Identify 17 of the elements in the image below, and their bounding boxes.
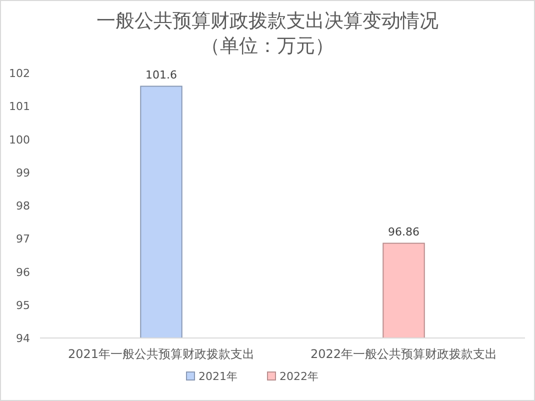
data-label: 96.86 — [388, 225, 420, 238]
x-tick-label: 2022年一般公共预算财政拨款支出 — [310, 347, 498, 361]
y-tick-label: 97 — [16, 232, 30, 246]
y-tick-label: 102 — [9, 67, 30, 80]
y-tick-label: 94 — [16, 332, 30, 345]
y-tick-label: 101 — [9, 100, 30, 114]
chart-title: 一般公共预算财政拨款支出决算变动情况 — [96, 10, 438, 32]
legend-label: 2021年 — [198, 370, 238, 383]
y-tick-label: 98 — [16, 200, 30, 212]
chart-subtitle: （单位：万元） — [201, 35, 334, 57]
y-tick-label: 95 — [16, 298, 30, 312]
y-tick-label: 99 — [16, 166, 30, 180]
y-tick-label: 100 — [9, 133, 30, 146]
x-tick-label: 2021年一般公共预算财政拨款支出 — [68, 347, 255, 361]
legend-label: 2022年 — [280, 370, 318, 383]
y-tick-label: 96 — [16, 266, 30, 279]
data-label: 101.6 — [146, 68, 177, 82]
